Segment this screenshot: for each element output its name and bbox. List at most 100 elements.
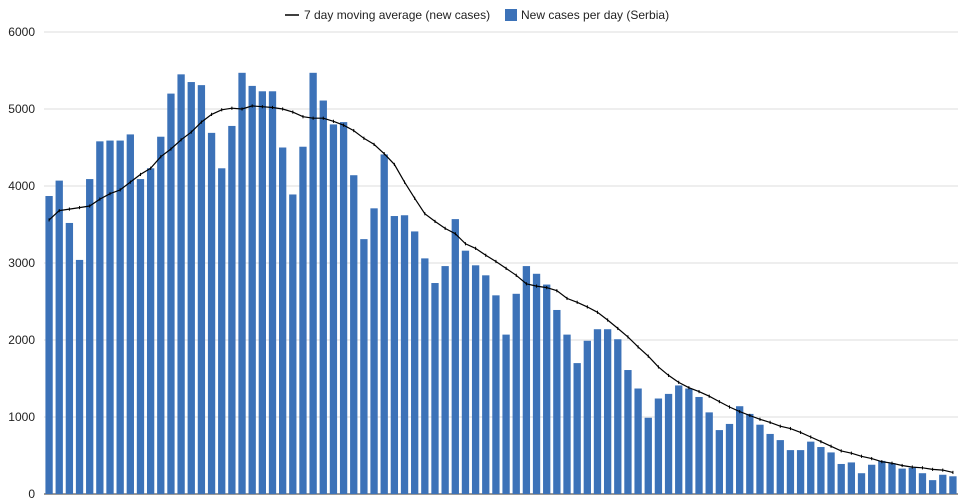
bar (796, 450, 805, 494)
y-tick-label: 5000 (8, 102, 35, 116)
y-tick-label: 0 (28, 487, 35, 501)
bar (421, 258, 429, 494)
moving-average-line (48, 105, 954, 473)
legend-line-label: 7 day moving average (new cases) (304, 8, 490, 22)
bar (228, 125, 236, 494)
bar (390, 216, 399, 494)
bar (532, 273, 541, 494)
bar (675, 385, 683, 494)
bar (350, 175, 358, 494)
bar (512, 293, 520, 494)
bar (309, 72, 317, 494)
bar (238, 72, 246, 494)
bar (553, 309, 561, 494)
bar (411, 231, 419, 494)
bar (908, 467, 916, 494)
bar (766, 433, 774, 494)
bar (482, 275, 490, 494)
bar (492, 295, 500, 494)
bar (167, 93, 175, 494)
bar (278, 147, 287, 494)
bar (45, 196, 53, 494)
bar (268, 91, 277, 494)
bar (685, 388, 693, 494)
bar (918, 473, 927, 494)
bar (756, 424, 764, 494)
bar (461, 250, 470, 494)
bar (207, 132, 216, 494)
bar (471, 265, 480, 494)
bar (705, 412, 713, 494)
bars-series (45, 72, 957, 495)
bar (837, 463, 845, 494)
bar (451, 219, 459, 495)
bar (583, 340, 591, 494)
bar (157, 136, 165, 494)
bar (197, 85, 206, 494)
bar (218, 168, 226, 495)
bar (939, 474, 947, 494)
bar (949, 476, 957, 494)
legend-bar-label: New cases per day (Serbia) (521, 8, 669, 22)
bar (898, 468, 906, 494)
bar (715, 430, 724, 494)
bar (370, 208, 378, 494)
y-tick-label: 4000 (8, 179, 35, 193)
bar (827, 452, 835, 494)
bar (603, 329, 612, 494)
y-axis-ticks: 0 1000 2000 3000 4000 5000 6000 (8, 25, 35, 501)
bar (847, 462, 856, 494)
bar (319, 100, 327, 494)
bar (746, 413, 754, 494)
bar (644, 417, 652, 494)
bar (593, 329, 602, 494)
bar (299, 146, 307, 495)
bar (360, 239, 368, 494)
bar (400, 215, 409, 494)
bar (725, 423, 734, 494)
legend: 7 day moving average (new cases) New cas… (285, 8, 669, 22)
gridlines (44, 31, 958, 495)
bar (258, 91, 267, 494)
bar (65, 222, 74, 494)
bar (664, 393, 673, 494)
bar (96, 141, 104, 494)
bar (146, 168, 155, 495)
bar (634, 388, 642, 494)
bar (116, 140, 124, 494)
bar (776, 440, 784, 494)
bar (289, 194, 297, 494)
bar (695, 396, 703, 494)
bar (573, 363, 581, 494)
bar (380, 154, 388, 494)
y-tick-label: 3000 (8, 256, 35, 270)
bar (136, 179, 145, 494)
bar (522, 266, 531, 494)
bar (878, 460, 886, 494)
bar (928, 480, 937, 494)
bar (126, 134, 134, 494)
bar (55, 180, 63, 495)
bar (786, 450, 795, 494)
bar (817, 447, 825, 494)
bar (329, 124, 338, 495)
moving-average-series (48, 104, 954, 475)
bar (868, 464, 876, 494)
bar (654, 398, 663, 494)
bar (543, 284, 551, 494)
y-tick-label: 6000 (8, 25, 35, 39)
bar (888, 463, 896, 494)
bar (106, 140, 114, 494)
bar (563, 334, 571, 494)
legend-bar-swatch (505, 9, 517, 21)
bar (807, 441, 815, 494)
bar (187, 82, 195, 495)
bar (431, 283, 439, 494)
bar (86, 179, 94, 494)
bar (614, 339, 622, 494)
y-tick-label: 1000 (8, 410, 35, 424)
y-tick-label: 2000 (8, 333, 35, 347)
bar (441, 266, 449, 494)
